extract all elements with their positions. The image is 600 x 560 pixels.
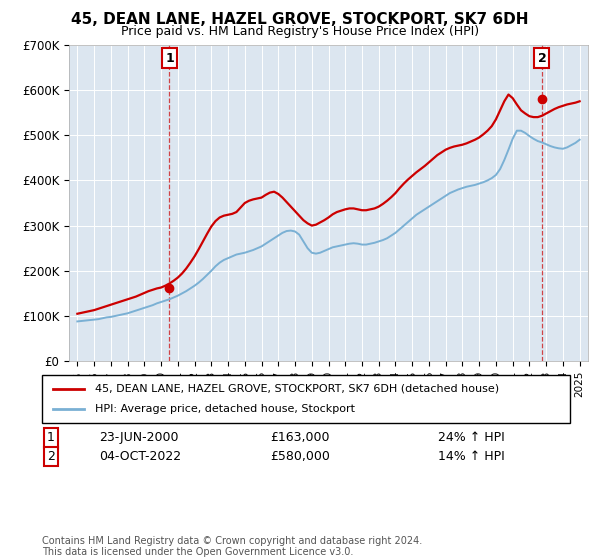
Text: 45, DEAN LANE, HAZEL GROVE, STOCKPORT, SK7 6DH: 45, DEAN LANE, HAZEL GROVE, STOCKPORT, S… (71, 12, 529, 27)
Text: £580,000: £580,000 (270, 450, 330, 463)
Text: 2: 2 (47, 450, 55, 463)
Text: 14% ↑ HPI: 14% ↑ HPI (438, 450, 505, 463)
Text: 23-JUN-2000: 23-JUN-2000 (99, 431, 179, 445)
Text: HPI: Average price, detached house, Stockport: HPI: Average price, detached house, Stoc… (95, 404, 355, 414)
Text: 2: 2 (538, 52, 547, 64)
Text: £163,000: £163,000 (270, 431, 330, 445)
Text: Price paid vs. HM Land Registry's House Price Index (HPI): Price paid vs. HM Land Registry's House … (121, 25, 479, 38)
Text: 24% ↑ HPI: 24% ↑ HPI (438, 431, 505, 445)
Text: 1: 1 (47, 431, 55, 445)
Text: 04-OCT-2022: 04-OCT-2022 (99, 450, 181, 463)
Text: 1: 1 (165, 52, 174, 64)
Text: 45, DEAN LANE, HAZEL GROVE, STOCKPORT, SK7 6DH (detached house): 45, DEAN LANE, HAZEL GROVE, STOCKPORT, S… (95, 384, 499, 394)
Text: Contains HM Land Registry data © Crown copyright and database right 2024.
This d: Contains HM Land Registry data © Crown c… (42, 535, 422, 557)
FancyBboxPatch shape (42, 375, 570, 423)
